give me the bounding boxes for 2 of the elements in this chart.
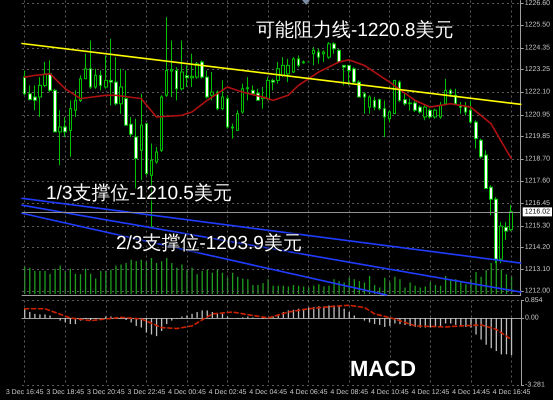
annotation: MACD bbox=[350, 356, 416, 381]
annotation: 可能阻力线-1220.8美元 bbox=[256, 20, 454, 42]
